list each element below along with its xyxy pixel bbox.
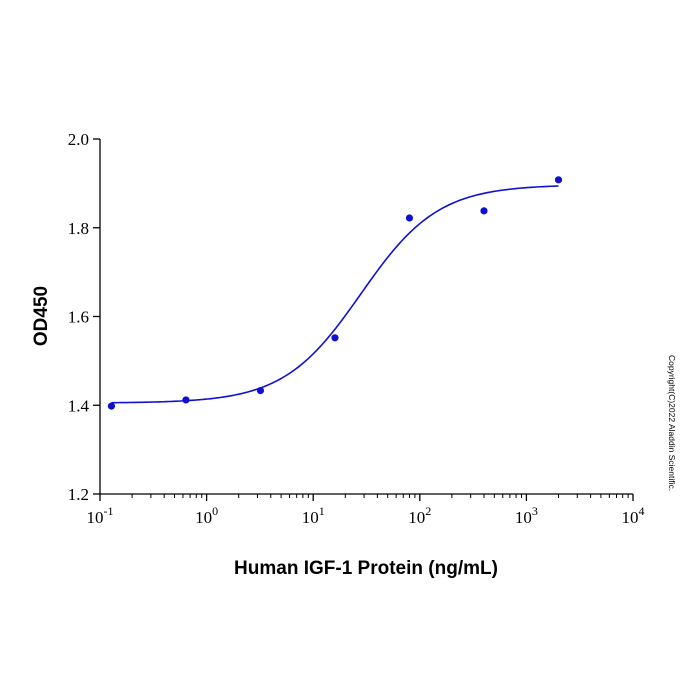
data-point: [405, 214, 414, 222]
x-tick-label: 102: [408, 504, 431, 527]
x-tick-label: 100: [195, 504, 218, 527]
data-points: [107, 176, 563, 410]
x-tick-exponent: 1: [319, 504, 325, 518]
y-tick-label: 1.4: [68, 396, 90, 415]
x-axis-label: Human IGF-1 Protein (ng/mL): [234, 558, 498, 579]
y-axis-label: OD450: [31, 286, 52, 346]
data-point: [480, 207, 488, 215]
x-axis: 10-1 100 101 102 103 104: [87, 493, 645, 527]
y-tick-label: 1.6: [68, 308, 89, 327]
fit-curve-line: [111, 185, 559, 404]
copyright-text: Copyright(C)2022 Aladdin Scientific.: [667, 355, 677, 491]
data-point: [256, 387, 265, 395]
x-tick-label: 103: [515, 504, 538, 527]
x-tick-exponent: 4: [639, 504, 645, 518]
x-tick-base: 10: [87, 508, 104, 527]
y-axis: 1.2 1.4 1.6 1.8 2.0: [68, 130, 101, 504]
y-tick-group: 1.2 1.4 1.6 1.8 2.0: [68, 130, 100, 504]
y-tick-label: 2.0: [68, 130, 89, 149]
data-point: [107, 402, 116, 410]
y-tick-label: 1.2: [68, 485, 89, 504]
x-tick-label: 101: [302, 504, 325, 527]
x-tick-base: 10: [302, 508, 319, 527]
x-tick-exponent: 2: [425, 504, 431, 518]
x-tick-exponent: 0: [212, 504, 218, 518]
x-tick-label: 10-1: [87, 504, 114, 527]
x-tick-exponent: -1: [104, 504, 114, 518]
data-point: [331, 334, 339, 342]
x-tick-base: 10: [195, 508, 212, 527]
x-tick-label: 104: [622, 504, 645, 527]
x-tick-exponent: 3: [532, 504, 538, 518]
x-tick-base: 10: [622, 508, 639, 527]
data-point: [554, 176, 563, 184]
y-tick-label: 1.8: [68, 219, 89, 238]
data-point: [182, 396, 190, 404]
x-tick-group: 10-1 100 101 102 103 104: [87, 494, 645, 527]
x-tick-base: 10: [408, 508, 425, 527]
x-tick-base: 10: [515, 508, 532, 527]
